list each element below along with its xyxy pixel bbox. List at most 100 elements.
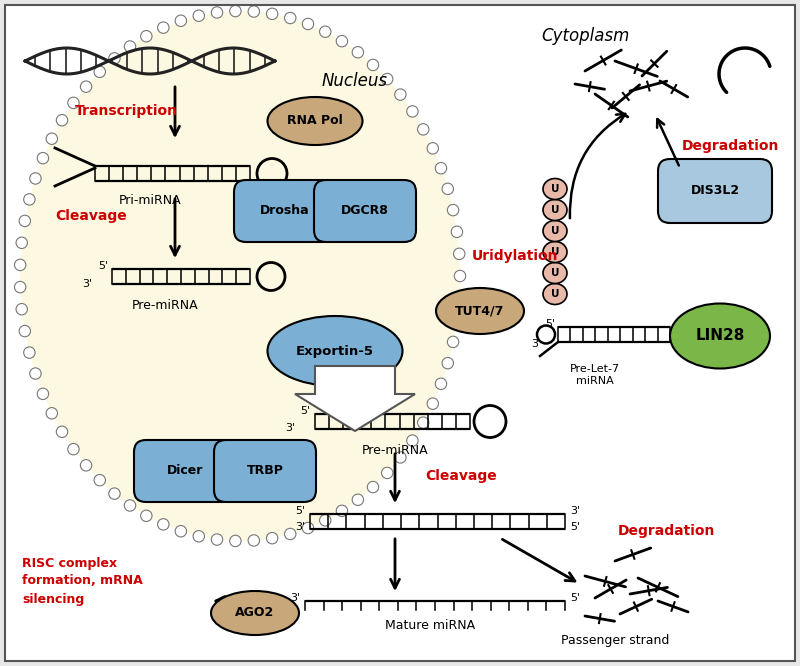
- Circle shape: [352, 47, 363, 58]
- Text: 5': 5': [98, 261, 108, 271]
- Circle shape: [193, 10, 205, 21]
- Ellipse shape: [670, 304, 770, 368]
- Circle shape: [30, 368, 41, 379]
- Circle shape: [38, 388, 49, 400]
- Circle shape: [46, 408, 58, 419]
- Text: AGO2: AGO2: [235, 607, 274, 619]
- Text: Pri-miRNA: Pri-miRNA: [118, 194, 182, 207]
- FancyBboxPatch shape: [234, 180, 336, 242]
- Circle shape: [394, 452, 406, 463]
- Circle shape: [14, 259, 26, 270]
- Text: Transcription: Transcription: [75, 104, 178, 118]
- FancyBboxPatch shape: [134, 440, 236, 502]
- Text: U: U: [550, 205, 559, 215]
- Ellipse shape: [267, 316, 402, 386]
- Text: Pre-miRNA: Pre-miRNA: [132, 299, 198, 312]
- Circle shape: [80, 460, 92, 471]
- Circle shape: [109, 488, 120, 500]
- Circle shape: [319, 26, 331, 37]
- Text: Passenger strand: Passenger strand: [561, 634, 669, 647]
- Circle shape: [285, 528, 296, 539]
- Text: Cleavage: Cleavage: [55, 209, 126, 223]
- Text: 5': 5': [570, 522, 580, 532]
- Circle shape: [175, 525, 186, 537]
- Circle shape: [266, 532, 278, 544]
- Circle shape: [46, 133, 58, 145]
- Text: Degradation: Degradation: [682, 139, 778, 153]
- Circle shape: [394, 89, 406, 101]
- Ellipse shape: [211, 591, 299, 635]
- Circle shape: [427, 143, 438, 154]
- Text: Drosha: Drosha: [260, 204, 310, 218]
- Circle shape: [352, 494, 363, 505]
- Text: 5': 5': [295, 506, 305, 516]
- Circle shape: [94, 66, 106, 77]
- Circle shape: [442, 183, 454, 194]
- Text: U: U: [550, 268, 559, 278]
- Ellipse shape: [543, 220, 567, 242]
- Circle shape: [56, 115, 68, 126]
- Circle shape: [56, 426, 68, 438]
- FancyBboxPatch shape: [658, 159, 772, 223]
- Text: 3': 3': [82, 279, 92, 289]
- Ellipse shape: [267, 97, 362, 145]
- Circle shape: [454, 292, 465, 304]
- Circle shape: [302, 522, 314, 533]
- Circle shape: [80, 81, 92, 93]
- Text: Dicer: Dicer: [167, 464, 203, 478]
- Circle shape: [367, 482, 378, 493]
- Text: RISC complex
formation, mRNA
silencing: RISC complex formation, mRNA silencing: [22, 557, 142, 605]
- Circle shape: [94, 474, 106, 486]
- Circle shape: [248, 535, 259, 546]
- Circle shape: [336, 505, 348, 517]
- Circle shape: [451, 314, 462, 326]
- Ellipse shape: [20, 11, 460, 541]
- Text: 5': 5': [570, 593, 580, 603]
- Text: LIN28: LIN28: [695, 328, 745, 344]
- Circle shape: [211, 7, 222, 18]
- Circle shape: [382, 73, 393, 85]
- Circle shape: [302, 18, 314, 30]
- Circle shape: [248, 6, 259, 17]
- Text: DGCR8: DGCR8: [341, 204, 389, 218]
- Circle shape: [319, 515, 331, 526]
- Text: TUT4/7: TUT4/7: [455, 304, 505, 318]
- Circle shape: [418, 417, 429, 428]
- Circle shape: [109, 53, 120, 64]
- Circle shape: [382, 468, 393, 479]
- Text: U: U: [550, 184, 559, 194]
- Circle shape: [16, 237, 27, 248]
- Text: 5': 5': [300, 406, 310, 416]
- Text: TRBP: TRBP: [246, 464, 283, 478]
- Circle shape: [16, 304, 27, 315]
- Text: Exportin-5: Exportin-5: [296, 344, 374, 358]
- Text: Pre-Let-7
miRNA: Pre-Let-7 miRNA: [570, 364, 620, 386]
- Circle shape: [230, 535, 241, 547]
- Circle shape: [30, 172, 41, 184]
- Circle shape: [24, 347, 35, 358]
- FancyBboxPatch shape: [314, 180, 416, 242]
- Ellipse shape: [543, 178, 567, 200]
- Circle shape: [451, 226, 462, 238]
- Circle shape: [158, 519, 169, 530]
- Text: Cleavage: Cleavage: [425, 469, 497, 483]
- Circle shape: [68, 444, 79, 455]
- Circle shape: [141, 510, 152, 521]
- Circle shape: [211, 534, 222, 545]
- FancyBboxPatch shape: [214, 440, 316, 502]
- Text: 3': 3': [570, 506, 580, 516]
- Text: 5': 5': [545, 319, 555, 329]
- Text: U: U: [550, 247, 559, 257]
- Circle shape: [14, 282, 26, 293]
- Circle shape: [427, 398, 438, 410]
- Circle shape: [19, 326, 30, 337]
- Ellipse shape: [543, 242, 567, 262]
- Text: Mature miRNA: Mature miRNA: [385, 619, 475, 632]
- Circle shape: [454, 248, 465, 260]
- Circle shape: [447, 204, 458, 216]
- Text: Uridylation: Uridylation: [472, 249, 558, 263]
- Circle shape: [418, 124, 429, 135]
- Text: U: U: [550, 226, 559, 236]
- Circle shape: [19, 215, 30, 226]
- Circle shape: [406, 435, 418, 446]
